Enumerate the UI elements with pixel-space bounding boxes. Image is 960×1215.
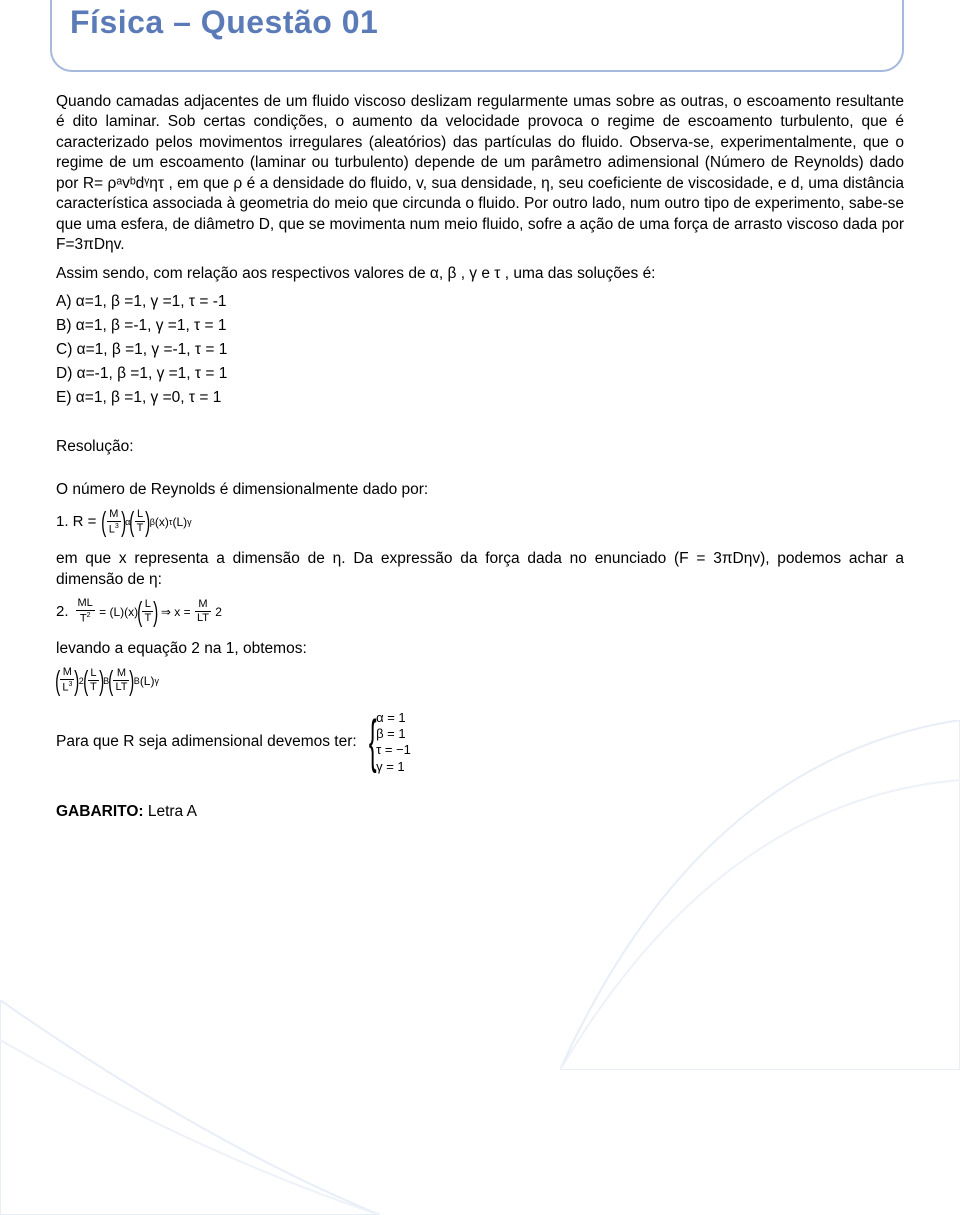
resolution-line-3: levando a equação 2 na 1, obtemos: (56, 639, 904, 659)
bg-curve-bottom (0, 1000, 380, 1215)
sol-alpha: α = 1 (376, 710, 411, 726)
question-header: Física – Questão 01 (56, 0, 904, 72)
sol-beta: β = 1 (376, 726, 411, 742)
equation-3: ( ML3 ) 2 ( LT ) B ( MLT ) B (L)γ (56, 667, 904, 694)
resolution-line-4-wrap: Para que R seja adimensional devemos ter… (56, 710, 904, 775)
sol-tau: τ = −1 (376, 742, 411, 758)
question-title: Física – Questão 01 (70, 4, 386, 41)
solution-brace: { α = 1 β = 1 τ = −1 γ = 1 (363, 710, 411, 775)
answer-key-value: Letra A (144, 803, 197, 820)
option-b: B) α=1, β =-1, γ =1, τ = 1 (56, 314, 904, 338)
resolution-line-2: em que x representa a dimensão de η. Da … (56, 549, 904, 590)
option-e: E) α=1, β =1, γ =0, τ = 1 (56, 386, 904, 410)
resolution-line-4: Para que R seja adimensional devemos ter… (56, 733, 357, 751)
question-text-1: Quando camadas adjacentes de um fluido v… (56, 92, 904, 256)
answer-key-label: GABARITO: (56, 803, 144, 820)
question-text-2: Assim sendo, com relação aos respectivos… (56, 264, 904, 284)
options-list: A) α=1, β =1, γ =1, τ = -1 B) α=1, β =-1… (56, 290, 904, 410)
equation-1: 1. R = ( ML3 ) α ( LT ) β (x)τ (L)γ (56, 509, 904, 536)
answer-key: GABARITO: Letra A (56, 803, 904, 821)
eq2-prefix: 2. (56, 603, 69, 620)
option-a: A) α=1, β =1, γ =1, τ = -1 (56, 290, 904, 314)
sol-gamma: γ = 1 (376, 759, 411, 775)
resolution-line-1: O número de Reynolds é dimensionalmente … (56, 480, 904, 500)
option-d: D) α=-1, β =1, γ =1, τ = 1 (56, 362, 904, 386)
resolution-label: Resolução: (56, 438, 904, 456)
option-c: C) α=1, β =1, γ =-1, τ = 1 (56, 338, 904, 362)
eq1-prefix: 1. R = (56, 513, 96, 530)
equation-2: 2. MLT2 = (L)(x) ( LT ) ⇒ x = MLT 2 (56, 598, 904, 625)
